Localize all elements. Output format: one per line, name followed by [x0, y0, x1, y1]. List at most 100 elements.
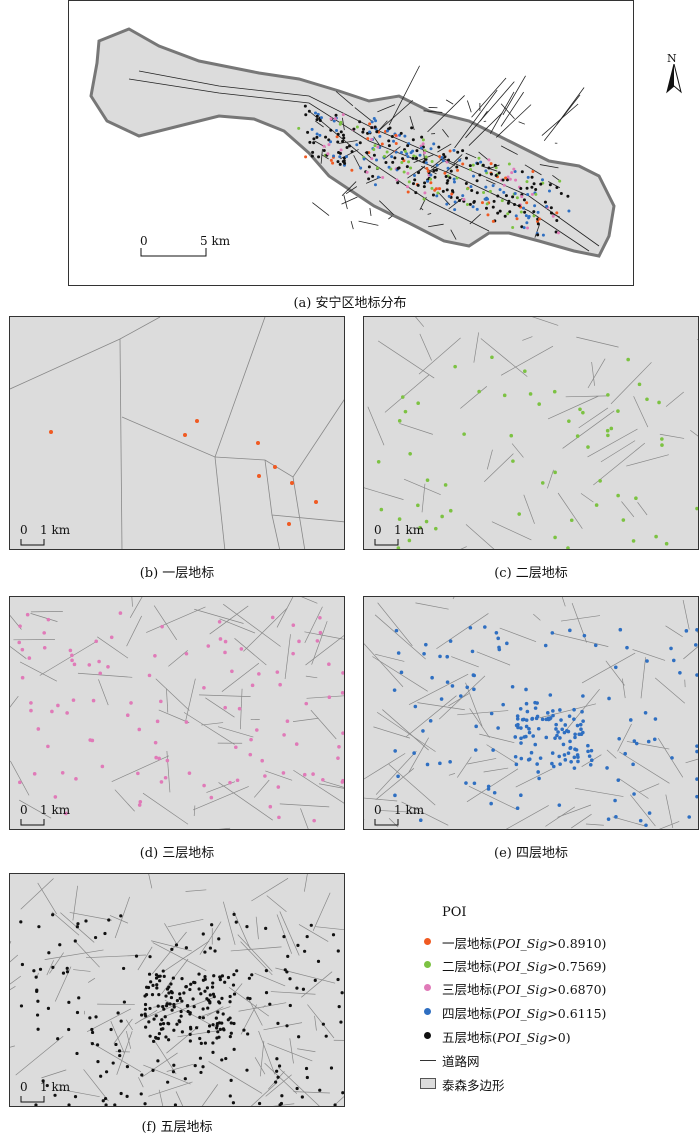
landmark-dot: [535, 714, 540, 719]
poi-dot: [394, 133, 398, 137]
poi-dot: [411, 156, 415, 160]
landmark-dot: [397, 517, 402, 521]
poi-dot: [567, 209, 571, 213]
landmark-dot: [562, 753, 567, 757]
landmark-dot: [618, 627, 623, 632]
poi-dot: [339, 130, 343, 134]
landmark-dot: [678, 671, 682, 675]
poi-dots: [17, 611, 344, 823]
landmark-dot: [573, 735, 577, 740]
poi-dot: [376, 145, 380, 149]
poi-dot: [462, 197, 466, 201]
landmark-dot: [536, 726, 541, 731]
landmark-dot: [664, 541, 669, 546]
poi-dot: [402, 170, 406, 174]
map-panel-d: 0 1 km: [9, 596, 345, 830]
poi-dot: [548, 183, 552, 187]
poi-dot: [396, 181, 400, 185]
poi-dot: [424, 155, 428, 159]
poi-dot: [442, 153, 446, 157]
landmark-dot: [186, 1009, 190, 1014]
landmark-dot: [71, 698, 76, 702]
landmark-dot: [73, 939, 77, 943]
poi-dot: [554, 230, 558, 234]
landmark-dot: [502, 393, 507, 398]
landmark-dot: [422, 651, 426, 656]
landmark-dot: [477, 389, 481, 394]
landmark-dot: [607, 696, 611, 701]
landmark-dot: [162, 1007, 166, 1011]
poi-dot: [514, 214, 518, 218]
poi-dot: [489, 162, 493, 166]
poi-dot: [334, 113, 338, 117]
landmark-dot: [631, 762, 635, 767]
landmark-dot: [587, 754, 592, 758]
landmark-dot: [300, 1095, 304, 1099]
landmark-dot: [75, 1010, 80, 1015]
poi-dot: [446, 179, 450, 183]
poi-dot: [338, 122, 342, 126]
poi-dot: [507, 162, 511, 166]
landmark-dot: [137, 803, 142, 807]
landmark-dot: [288, 1003, 292, 1008]
landmark-dot: [158, 1022, 163, 1026]
landmark-dot: [297, 1035, 301, 1039]
poi-dot: [370, 157, 374, 161]
poi-dot: [464, 156, 468, 160]
legend-item-cond: >0.7569: [547, 959, 602, 974]
landmark-dot: [53, 795, 58, 799]
landmark-dot: [147, 673, 152, 678]
poi-dot: [365, 170, 369, 174]
landmark-dot: [448, 508, 453, 513]
landmark-dot: [41, 1079, 45, 1083]
poi-dot: [443, 171, 447, 175]
landmark-dot: [175, 1022, 179, 1026]
landmark-dot: [315, 639, 320, 643]
poi-dot: [527, 215, 531, 219]
poi-dot: [304, 155, 308, 159]
landmark-dot: [416, 503, 420, 508]
landmark-dot: [32, 772, 37, 776]
poi-dot: [455, 165, 459, 169]
landmark-dot: [201, 1065, 205, 1069]
landmark-dot: [472, 781, 477, 786]
landmark-dot: [125, 1065, 130, 1069]
landmark-dot: [568, 739, 572, 744]
landmark-dot: [224, 1056, 228, 1061]
poi-dot: [424, 157, 428, 161]
poi-dot: [526, 226, 530, 230]
landmark-dot: [572, 766, 577, 770]
poi-dot: [519, 210, 523, 214]
poi-dot: [481, 163, 485, 167]
landmark-dot: [660, 443, 664, 447]
landmark-dot: [215, 1036, 219, 1040]
landmark-dot: [155, 983, 159, 987]
landmark-dot: [418, 525, 422, 530]
landmark-dot: [206, 644, 211, 648]
landmark-dot: [157, 756, 161, 761]
landmark-dot: [400, 395, 405, 399]
landmark-dot: [229, 1021, 233, 1025]
landmark-dot: [84, 919, 88, 923]
landmark-dot: [486, 784, 491, 789]
landmark-dot: [156, 1036, 160, 1041]
landmark-dot: [695, 777, 698, 781]
poi-dot: [327, 143, 331, 147]
poi-dot: [530, 185, 534, 189]
landmark-dot: [148, 1034, 152, 1038]
poi-dot: [303, 104, 307, 108]
landmark-dot: [56, 1037, 60, 1041]
landmark-dot: [277, 1064, 282, 1068]
landmark-dot: [553, 470, 557, 475]
landmark-dot: [36, 1027, 40, 1031]
landmark-dot: [191, 997, 195, 1001]
landmark-dot: [159, 1027, 163, 1031]
poi-dot: [411, 182, 415, 186]
poi-dot: [479, 160, 483, 164]
landmark-dot: [575, 723, 580, 728]
poi-dot: [506, 212, 510, 216]
poi-dot: [508, 210, 512, 214]
legend-item-cond: >0.8910: [547, 936, 602, 951]
poi-dot: [487, 166, 491, 170]
landmark-dot: [220, 1021, 224, 1025]
